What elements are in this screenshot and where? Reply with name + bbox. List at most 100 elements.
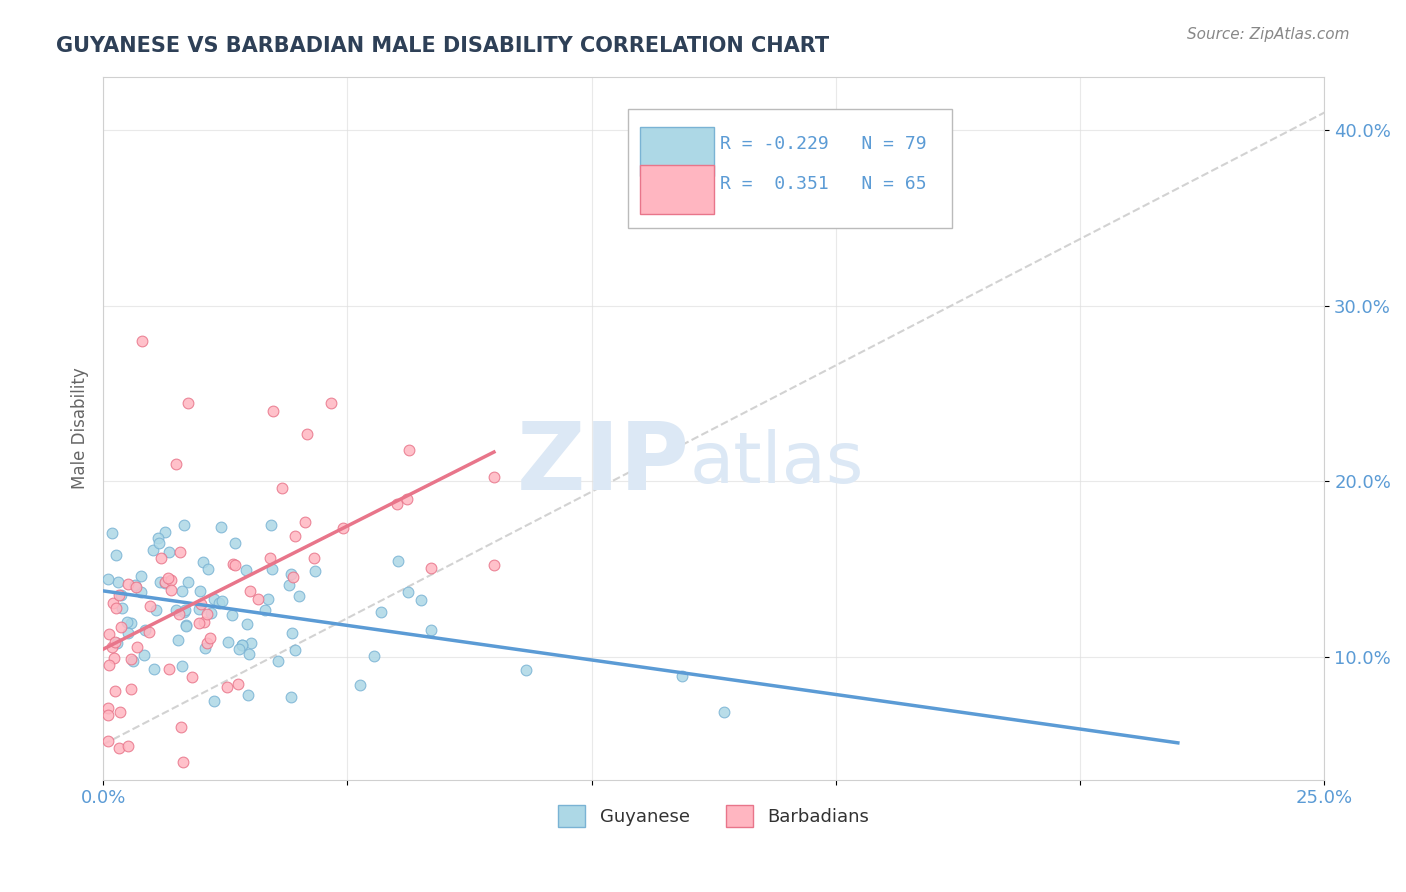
Point xyxy=(187,615,209,630)
Point xyxy=(177,396,200,410)
Point xyxy=(148,535,170,549)
Point xyxy=(262,403,284,417)
Point xyxy=(256,592,278,607)
Point xyxy=(173,518,195,533)
Point xyxy=(387,554,409,568)
Point xyxy=(169,545,191,559)
Point xyxy=(236,688,259,702)
Text: atlas: atlas xyxy=(689,429,863,498)
Point xyxy=(420,561,443,575)
Point xyxy=(304,564,326,578)
Point xyxy=(120,652,142,666)
Point xyxy=(156,570,179,584)
Point xyxy=(221,558,243,572)
Text: ZIP: ZIP xyxy=(516,417,689,509)
Point xyxy=(159,573,181,587)
Point xyxy=(202,694,225,708)
Point xyxy=(108,588,131,602)
Point xyxy=(281,625,304,640)
Point xyxy=(101,526,124,541)
Point xyxy=(278,578,301,592)
Point xyxy=(246,591,269,606)
Point xyxy=(139,599,162,613)
Point xyxy=(200,606,222,620)
Point xyxy=(160,582,183,597)
Point xyxy=(117,626,139,640)
Point xyxy=(104,684,127,698)
Point xyxy=(170,720,193,734)
Point xyxy=(138,625,160,640)
Point xyxy=(398,443,420,458)
Point xyxy=(117,577,139,591)
Point xyxy=(174,618,197,632)
Point xyxy=(671,669,693,683)
Point xyxy=(236,617,259,632)
Point xyxy=(254,603,277,617)
Point xyxy=(395,491,418,506)
Point xyxy=(224,558,246,572)
Point xyxy=(176,617,198,632)
Point xyxy=(217,635,239,649)
Point xyxy=(239,636,262,650)
Point xyxy=(482,469,505,483)
Point xyxy=(482,558,505,572)
Point xyxy=(235,563,257,577)
Point xyxy=(211,594,233,608)
Point xyxy=(191,555,214,569)
Point xyxy=(198,631,221,645)
Point xyxy=(221,608,243,623)
Point xyxy=(202,592,225,607)
Point xyxy=(110,588,132,602)
Point xyxy=(363,648,385,663)
Point xyxy=(170,584,193,599)
Point xyxy=(420,624,443,638)
Point xyxy=(103,650,125,665)
Point xyxy=(262,562,284,576)
Point xyxy=(104,635,127,649)
Text: GUYANESE VS BARBADIAN MALE DISABILITY CORRELATION CHART: GUYANESE VS BARBADIAN MALE DISABILITY CO… xyxy=(56,36,830,55)
Point xyxy=(294,515,316,529)
Point xyxy=(195,635,218,649)
Point xyxy=(97,707,120,722)
Point xyxy=(155,575,177,590)
Point xyxy=(103,596,125,610)
Point xyxy=(231,638,253,652)
Point xyxy=(157,662,180,676)
Point xyxy=(97,573,120,587)
Point xyxy=(177,574,200,589)
Point xyxy=(117,739,139,754)
Point xyxy=(302,550,325,565)
Point xyxy=(238,647,260,661)
Point xyxy=(97,734,120,748)
Point xyxy=(181,670,204,684)
Point xyxy=(110,620,132,634)
Point xyxy=(295,426,318,441)
Point xyxy=(108,740,131,755)
Point xyxy=(145,603,167,617)
Point xyxy=(409,593,432,607)
Point xyxy=(332,521,354,535)
Point xyxy=(271,481,294,495)
Point xyxy=(143,662,166,676)
Point xyxy=(209,520,232,534)
Point xyxy=(105,600,128,615)
Point xyxy=(117,615,139,629)
Point xyxy=(120,681,142,696)
Point xyxy=(107,575,129,590)
Point xyxy=(321,396,343,410)
Point xyxy=(125,580,148,594)
Point xyxy=(167,607,190,621)
Point xyxy=(370,605,392,619)
Text: R = -0.229   N = 79: R = -0.229 N = 79 xyxy=(720,136,927,153)
Point xyxy=(194,640,217,655)
Point xyxy=(385,497,408,511)
Point xyxy=(239,584,262,599)
Point xyxy=(111,600,134,615)
Point xyxy=(172,659,194,673)
Point xyxy=(124,577,146,591)
Point xyxy=(283,643,305,657)
Point xyxy=(165,457,187,471)
Point xyxy=(129,585,152,599)
FancyBboxPatch shape xyxy=(628,109,952,228)
Y-axis label: Male Disability: Male Disability xyxy=(72,368,89,490)
